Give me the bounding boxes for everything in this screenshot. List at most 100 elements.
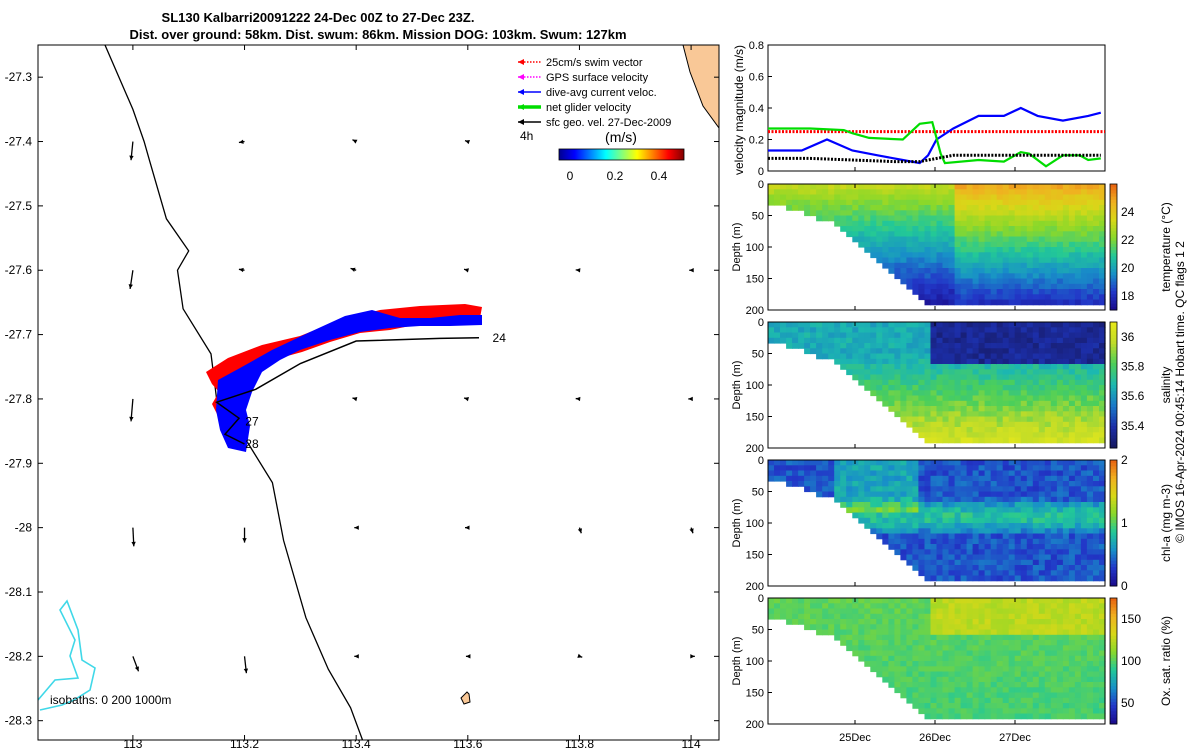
section-cell [936,268,944,274]
section-cell [948,697,956,704]
section-cell [942,554,950,561]
section-cell [810,608,817,615]
section-cell [888,640,895,646]
section-cell [1026,502,1034,508]
section-cell [1008,533,1016,540]
section-cell [828,348,835,355]
section-cell [984,241,992,248]
section-cell [936,236,944,243]
section-cell [1002,512,1010,519]
section-cell [846,348,853,355]
section-cell [792,194,799,201]
section-cell [906,385,913,391]
section-cell [1056,247,1064,253]
section-cell [882,460,889,466]
section-cell [1008,538,1016,545]
section-cell [834,486,841,493]
section-cell [810,348,817,355]
section-cell [948,570,956,577]
section-cell [930,337,938,344]
section-cell [1093,502,1100,508]
section-cell [888,210,895,217]
section-cell [1074,268,1082,274]
section-cell [1080,241,1088,248]
section-cell [1014,236,1022,243]
section-cell [1044,327,1052,334]
colorbar-tick-label: 35.4 [1121,419,1145,433]
section-cell [936,655,944,662]
section-cell [906,598,913,604]
section-cell [924,528,932,535]
section-cell [1008,327,1016,334]
section-cell [972,395,980,402]
section-cell [942,247,950,253]
section-cell [882,507,889,514]
section-cell [774,327,781,334]
section-cell [1074,486,1082,493]
section-cell [1080,322,1088,328]
section-cell [996,385,1004,391]
section-cell [1093,215,1100,222]
section-cell [984,427,992,433]
section-cell [1068,231,1076,238]
section-cell [1050,676,1058,683]
section-cell [996,486,1004,493]
section-cell [1062,676,1070,683]
section-cell [996,703,1004,709]
section-cell [1074,565,1082,571]
section-cell [990,650,998,657]
section-cell [966,708,974,715]
section-cell [888,507,895,514]
section-cell [942,650,950,657]
section-cell [1050,273,1058,280]
section-cell [834,619,841,625]
section-cell [894,257,901,264]
section-cell [948,708,956,715]
section-cell [1080,486,1088,493]
section-cell [942,703,950,709]
section-cell [930,655,938,662]
section-cell [948,400,956,407]
section-cell [846,634,853,641]
section-cell [1014,194,1022,201]
section-cell [1074,353,1082,360]
section-cell [1068,598,1076,604]
section-cell [1038,528,1046,535]
section-cell [900,343,907,349]
section-cell [1056,411,1064,418]
section-cell [870,460,877,466]
section-cell [1074,252,1082,259]
section-cell [942,358,950,365]
geo-vector-field [128,139,695,674]
section-cell [1044,676,1052,683]
section-cell [996,502,1004,508]
section-cell [828,598,835,604]
section-cell [1044,236,1052,243]
section-cell [960,608,968,615]
section-cell [1038,273,1046,280]
section-cell [1002,231,1010,238]
section-cell [930,533,938,540]
section-cell [1099,671,1106,678]
map-colorbar [558,148,685,161]
section-cell [1002,379,1010,386]
colorbar-segment [1110,193,1117,197]
section-cell [846,194,853,201]
section-cell [792,598,799,604]
section-cell [1044,364,1052,370]
section-cell [1026,395,1034,402]
section-cell [882,475,889,482]
section-cell [930,369,938,376]
section-cell [984,268,992,274]
section-cell [828,629,835,636]
section-cell [972,655,980,662]
section-cell [780,460,787,466]
section-cell [996,400,1004,407]
section-cell [1099,538,1106,545]
section-cell [990,262,998,269]
section-cell [858,379,865,386]
section-cell [888,205,895,211]
section-cell [906,262,913,269]
section-cell [984,257,992,264]
section-cell [1038,512,1046,519]
